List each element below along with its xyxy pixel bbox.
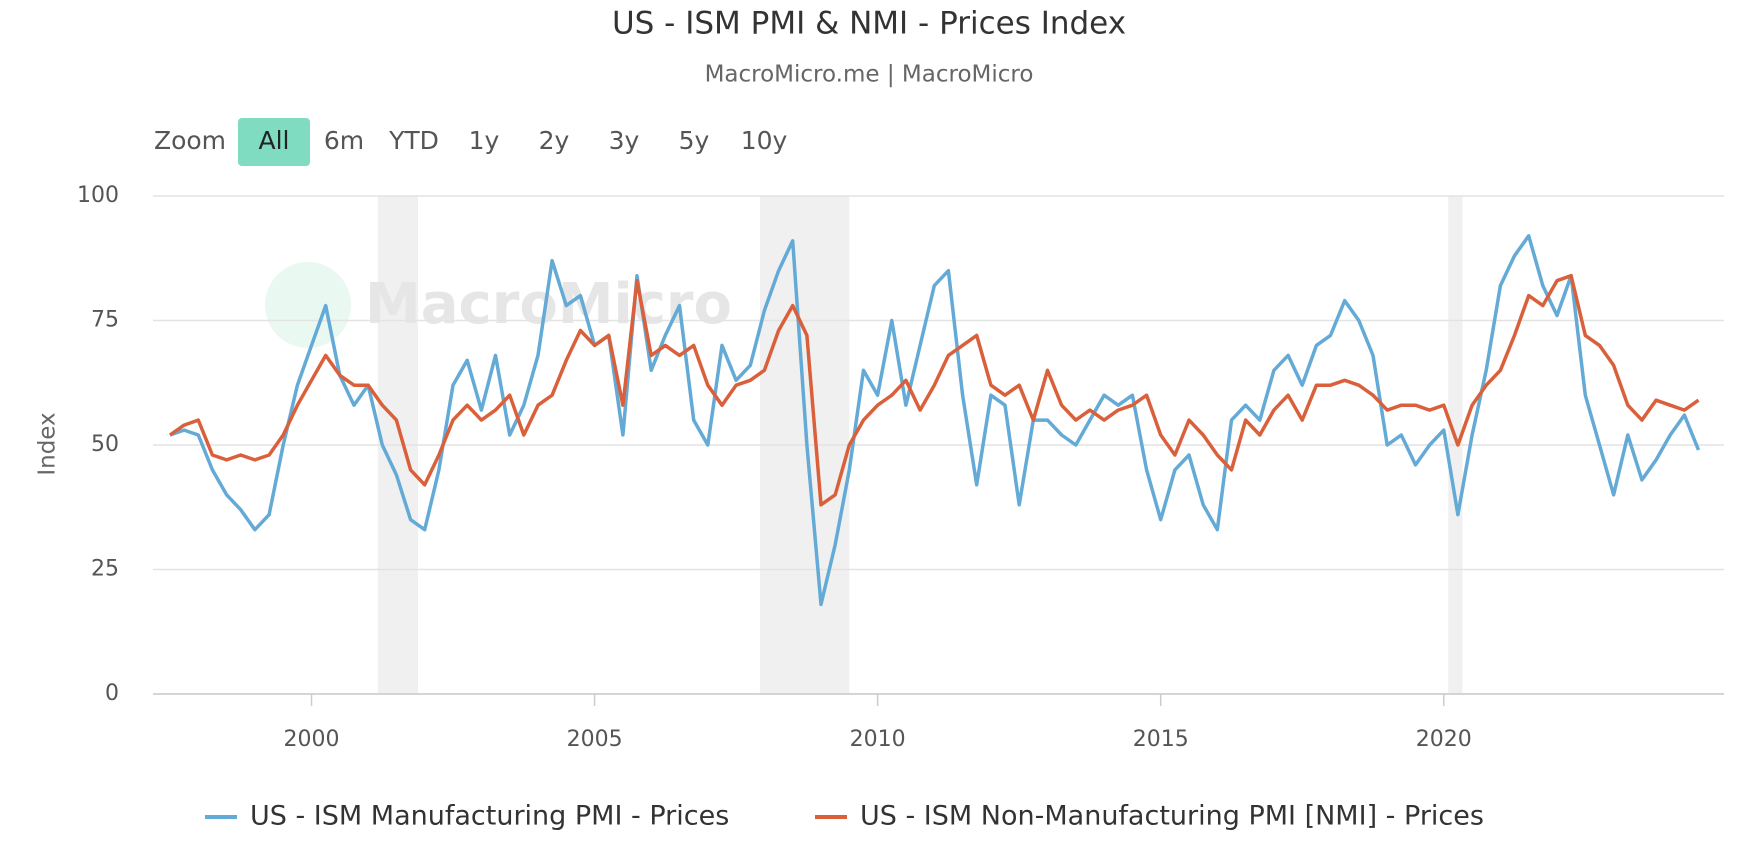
- range-button-label: All: [259, 126, 290, 155]
- range-button-label: 1y: [469, 126, 500, 155]
- range-button[interactable]: 6m: [324, 126, 364, 155]
- y-tick-label: 0: [105, 681, 119, 706]
- range-button[interactable]: 10y: [741, 126, 788, 155]
- x-tick-label: 2000: [284, 727, 340, 752]
- y-tick-label: 100: [77, 183, 119, 208]
- range-button-label: 6m: [324, 126, 364, 155]
- range-button-bg: [238, 118, 310, 166]
- range-button[interactable]: YTD: [388, 126, 439, 155]
- range-button-label: YTD: [388, 126, 439, 155]
- range-button[interactable]: 1y: [469, 126, 500, 155]
- y-tick-label: 75: [91, 308, 119, 333]
- y-tick-label: 50: [91, 432, 119, 457]
- x-tick-label: 2015: [1133, 727, 1189, 752]
- chart-title: US - ISM PMI & NMI - Prices Index: [612, 6, 1126, 42]
- x-tick-label: 2005: [567, 727, 623, 752]
- legend-label: US - ISM Manufacturing PMI - Prices: [250, 801, 729, 832]
- range-button-label: 10y: [741, 126, 788, 155]
- series-line: [168, 273, 1700, 507]
- range-button-label: 5y: [679, 126, 710, 155]
- chart-subtitle: MacroMicro.me | MacroMicro: [705, 62, 1034, 88]
- range-button[interactable]: 3y: [609, 126, 640, 155]
- y-axis-label: Index: [35, 412, 61, 475]
- range-button-label: 2y: [539, 126, 570, 155]
- zoom-label: Zoom: [154, 126, 226, 155]
- x-tick-label: 2010: [850, 727, 906, 752]
- range-button[interactable]: 2y: [539, 126, 570, 155]
- series-line: [169, 234, 1701, 607]
- x-tick-label: 2020: [1416, 727, 1472, 752]
- y-tick-label: 25: [91, 557, 119, 582]
- legend-label: US - ISM Non-Manufacturing PMI [NMI] - P…: [860, 801, 1484, 832]
- range-button-label: 3y: [609, 126, 640, 155]
- range-button[interactable]: 5y: [679, 126, 710, 155]
- watermark-logo: [265, 262, 351, 348]
- range-button[interactable]: All: [238, 118, 310, 166]
